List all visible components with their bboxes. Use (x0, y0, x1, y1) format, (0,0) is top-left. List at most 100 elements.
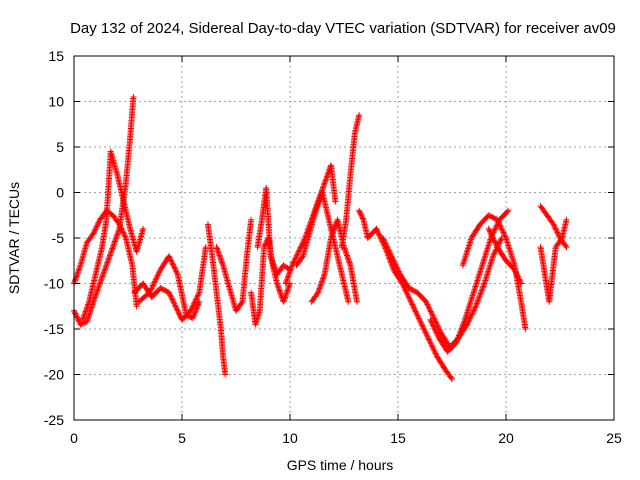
data-point (522, 326, 529, 332)
data-point (430, 314, 437, 321)
data-point (424, 301, 431, 308)
data-point (514, 272, 521, 279)
data-point (429, 311, 436, 318)
series-arc-l (308, 216, 360, 305)
data-point (499, 226, 506, 233)
data-point (172, 303, 179, 310)
data-point (195, 300, 202, 307)
data-point (492, 239, 499, 246)
data-point (166, 291, 173, 297)
data-point (393, 263, 400, 269)
data-point (395, 267, 402, 274)
data-point (156, 268, 163, 275)
data-point (420, 325, 427, 332)
data-point (404, 291, 411, 298)
data-point (562, 242, 569, 249)
data-point (119, 228, 126, 235)
data-point (502, 233, 509, 240)
data-point (153, 275, 160, 282)
data-point (551, 224, 558, 231)
data-point (492, 225, 499, 232)
data-point (177, 313, 184, 319)
data-point (261, 244, 268, 251)
data-point (411, 307, 418, 314)
data-point (500, 229, 507, 236)
data-point (433, 329, 440, 336)
data-point (191, 299, 198, 306)
data-point (472, 304, 479, 311)
data-point (116, 221, 123, 228)
data-point (515, 275, 522, 282)
data-point (192, 308, 199, 315)
data-point (426, 305, 433, 312)
data-point (423, 330, 430, 337)
data-point (459, 322, 466, 329)
data-point (192, 296, 199, 303)
data-point (296, 247, 303, 254)
data-point (504, 208, 511, 215)
x-tick-label: 10 (282, 430, 298, 446)
data-point (294, 250, 301, 257)
data-point (476, 293, 483, 300)
data-point (170, 298, 177, 304)
data-point (427, 307, 434, 314)
data-point (434, 330, 441, 337)
data-point (425, 336, 432, 343)
data-point (428, 342, 435, 349)
data-point (293, 252, 300, 259)
series-arc-o (373, 225, 455, 383)
data-point (171, 300, 178, 307)
data-point (413, 309, 420, 316)
data-point (458, 325, 465, 332)
data-point (194, 302, 201, 309)
data-point (410, 304, 417, 311)
data-point (518, 280, 525, 287)
data-point (169, 260, 176, 267)
data-point (380, 236, 387, 243)
data-point (168, 293, 175, 300)
series-arc-i (254, 184, 293, 278)
data-point (429, 344, 436, 351)
data-point (294, 251, 301, 258)
data-point (497, 223, 504, 230)
data-point (356, 112, 363, 119)
data-point (470, 308, 477, 315)
data-point (152, 278, 158, 285)
data-point (154, 273, 161, 280)
data-point (429, 343, 436, 350)
data-point (499, 228, 506, 234)
data-point (374, 228, 381, 235)
data-point (405, 294, 412, 301)
data-point (376, 232, 383, 239)
data-point (427, 308, 434, 315)
data-point (432, 328, 439, 335)
data-point (495, 219, 502, 226)
data-point (425, 335, 432, 342)
data-point (222, 371, 229, 378)
data-point (393, 264, 400, 271)
data-point (94, 220, 101, 227)
data-point (408, 300, 415, 307)
data-point (170, 261, 177, 268)
data-point (414, 312, 421, 319)
data-point (345, 298, 352, 305)
data-point (491, 237, 498, 244)
y-tick-label: -20 (44, 367, 64, 383)
data-point (147, 286, 154, 293)
data-point (468, 311, 475, 318)
data-point (383, 243, 390, 250)
data-point (479, 286, 486, 293)
data-point (487, 228, 494, 235)
data-point (402, 287, 409, 294)
data-point (391, 258, 398, 265)
x-tick-label: 20 (498, 430, 514, 446)
data-point (390, 257, 397, 264)
data-point (432, 326, 439, 333)
data-point (191, 309, 198, 316)
data-point (130, 93, 137, 100)
data-point (497, 222, 504, 229)
data-point (453, 339, 460, 346)
data-point (489, 232, 496, 239)
data-point (170, 299, 177, 306)
data-point (478, 287, 485, 294)
